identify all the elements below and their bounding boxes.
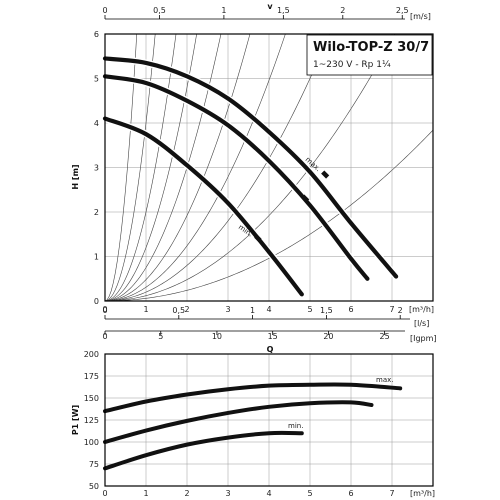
power-curve-min [103,430,304,471]
power-x-tick-label: 0 [102,489,107,498]
power-y-tick-label: 175 [84,372,99,381]
head-max-marker [321,170,330,179]
head-curve-mid [102,74,370,281]
velocity-tick-label: 2,5 [396,6,409,15]
power-x-tick-label: 2 [184,489,189,498]
head-curves: max.min. [101,54,400,298]
flow-ls-unit-label: [l/s] [414,319,429,328]
chart-title-box: Wilo-TOP-Z 30/7 1~230 V - Rp 1¼ [306,34,433,76]
head-x-tick-label: 1 [143,305,148,314]
power-curves: max. min. [103,376,403,471]
power-x-tick-label: 6 [348,489,353,498]
power-x-tick-label: 5 [307,489,312,498]
flow-igpm-tick-label: 15 [268,332,278,341]
power-curve-mid [103,400,374,444]
system-curve [105,34,251,301]
power-y-tick-label: 100 [84,438,99,447]
power-tick-labels: 0 1 2 3 4 5 6 7 50 75 100 125 150 175 200 [84,350,395,498]
head-curve-min [102,116,304,297]
power-x-unit-label: [m³/h] [410,489,435,498]
head-y-axis-title: H [m] [71,164,80,189]
chart-subtitle: 1~230 V - Rp 1¼ [313,60,391,70]
power-x-tick-label: 3 [225,489,230,498]
head-chart-frame [104,33,434,302]
system-curve [105,34,138,301]
velocity-tick-label: 1 [221,6,226,15]
system-curve [105,34,156,301]
head-chart: max.min. 0 1 2 3 4 5 6 7 0 1 2 3 4 5 6 Wilo-TOP-Z 30/7… [71,2,437,354]
head-y-tick-label: 6 [94,30,99,39]
head-x-tick-label: 5 [307,305,312,314]
chart-title: Wilo-TOP-Z 30/7 [313,40,429,55]
flow-igpm-tick-label: 25 [380,332,390,341]
flow-ls-tick-label: 0,5 [172,306,185,315]
power-curve-max [103,382,403,414]
power-x-tick-label: 1 [143,489,148,498]
system-curve [105,34,222,301]
flow-ls-tick-label: 1 [250,306,255,315]
power-y-tick-label: 200 [84,350,99,359]
head-y-tick-label: 1 [94,253,99,262]
power-curve-max-label: max. [376,376,393,384]
system-curve [105,129,433,301]
head-mid-marker [301,194,310,203]
head-min-marker [254,234,262,242]
head-y-tick-label: 3 [94,164,99,173]
velocity-tick-label: 0,5 [153,6,166,15]
system-curve [105,34,286,301]
system-curve [105,34,396,301]
head-curve-max [102,56,399,279]
power-y-tick-label: 125 [84,416,99,425]
velocity-unit-label: [m/s] [410,12,431,21]
head-y-tick-label: 2 [94,208,99,217]
power-curve-min-label: min. [288,422,303,430]
head-tick-labels: 0 1 2 3 4 5 6 7 0 1 2 3 4 5 6 [94,30,395,314]
system-curve [105,34,330,301]
power-chart: max. min. 0 1 2 3 4 5 6 7 50 75 100 125 150 175 200 P1 … [71,350,435,498]
head-y-tick-label: 5 [94,75,99,84]
velocity-tick-label: 0 [102,6,107,15]
velocity-tick-label: 1,5 [277,6,290,15]
power-y-tick-label: 75 [89,460,99,469]
secondary-axis-ticks: 0 0,5 1 1,5 2 2,50 0,5 1 1,5 20 5 10 15 20 25 [102,6,408,341]
system-curve [105,34,197,301]
head-y-tick-label: 0 [94,297,99,306]
head-x-tick-label: 4 [266,305,271,314]
flow-igpm-tick-label: 0 [102,332,107,341]
power-x-tick-label: 7 [389,489,394,498]
head-y-tick-label: 4 [94,119,99,128]
flow-igpm-unit-label: [Igpm] [410,334,437,343]
flow-ls-tick-label: 2 [398,306,403,315]
head-x-tick-label: 3 [225,305,230,314]
flow-igpm-tick-label: 20 [323,332,333,341]
chart-title-background [306,34,433,76]
system-curve [105,34,177,301]
head-x-tick-label: 2 [184,305,189,314]
power-y-tick-label: 150 [84,394,99,403]
flow-ls-tick-label: 0 [102,306,107,315]
velocity-tick-label: 2 [340,6,345,15]
head-x-tick-label: 6 [348,305,353,314]
flow-igpm-tick-label: 5 [158,332,163,341]
power-x-tick-label: 4 [266,489,271,498]
q-axis-title: Q [267,345,274,354]
power-y-axis-title: P1 [W] [71,405,80,435]
head-x-unit-label: [m³/h] [409,305,434,314]
power-chart-frame [104,353,434,487]
power-y-tick-label: 50 [89,482,99,491]
head-x-tick-label: 7 [389,305,394,314]
power-chart-grid [105,354,433,486]
head-curve-min-halo [101,115,306,298]
head-x-tick-label: 0 [102,305,107,314]
velocity-axis-title: v [267,2,273,11]
flow-igpm-tick-label: 10 [212,332,222,341]
flow-ls-tick-label: 1,5 [320,306,333,315]
